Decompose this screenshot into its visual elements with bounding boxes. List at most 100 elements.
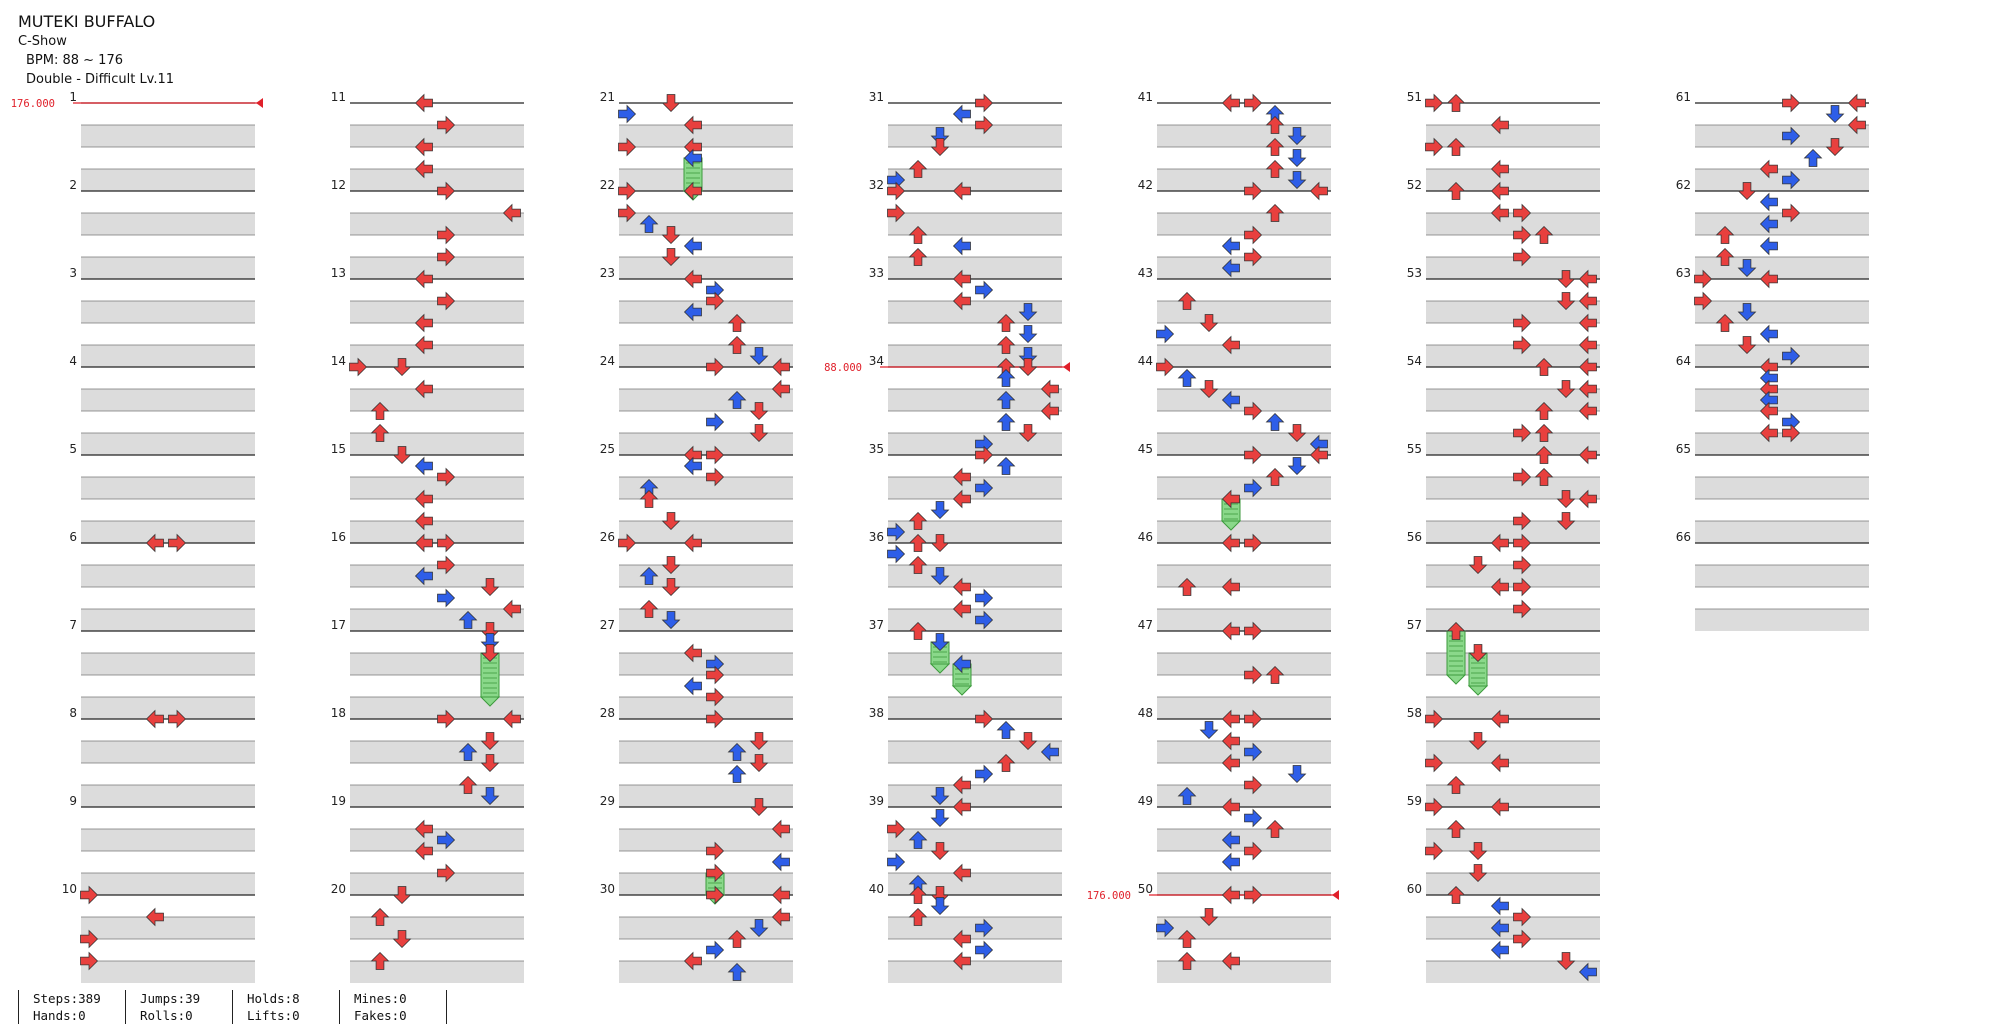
arrow-icon <box>480 754 500 773</box>
beat-band <box>1426 961 1600 983</box>
arrow-icon <box>1715 313 1735 332</box>
measure-number: 54 <box>1407 354 1422 368</box>
measure-number: 43 <box>1138 266 1153 280</box>
arrow-icon <box>437 555 456 575</box>
arrow-icon <box>1018 732 1038 751</box>
beat-band <box>350 609 524 631</box>
arrow-icon <box>1534 401 1554 420</box>
measure-number: 13 <box>331 266 346 280</box>
arrow-icon <box>458 742 478 761</box>
arrow-icon <box>749 919 769 938</box>
beat-band <box>1157 257 1331 279</box>
arrow-icon <box>996 313 1016 332</box>
arrow-icon <box>975 478 994 498</box>
beat-band <box>1426 169 1600 191</box>
arrow-icon <box>370 951 390 970</box>
measure-number: 40 <box>869 882 884 896</box>
measure-number: 7 <box>69 618 77 632</box>
beat-band <box>619 697 793 719</box>
arrow-icon <box>996 390 1016 409</box>
arrow-icon <box>1534 225 1554 244</box>
hold-tail <box>1445 674 1467 685</box>
arrow-icon <box>661 512 681 531</box>
arrow-icon <box>1446 621 1466 640</box>
measure-number: 35 <box>869 442 884 456</box>
arrow-icon <box>1244 478 1263 498</box>
beat-band <box>1157 389 1331 411</box>
arrow-icon <box>975 918 994 938</box>
arrow-icon <box>1534 467 1554 486</box>
arrow-icon <box>1468 556 1488 575</box>
arrow-icon <box>975 115 994 135</box>
bpm-change-label: 176.000 <box>1087 890 1131 902</box>
arrow-icon <box>1782 170 1801 190</box>
arrow-icon <box>392 358 412 377</box>
arrow-icon <box>1782 346 1801 366</box>
arrow-icon <box>145 533 164 553</box>
beat-band <box>619 785 793 807</box>
arrow-icon <box>1425 137 1444 157</box>
arrow-icon <box>1018 424 1038 443</box>
beat-band <box>81 213 255 235</box>
arrow-icon <box>1244 181 1263 201</box>
bpm-change-marker <box>1332 890 1339 900</box>
arrow-icon <box>618 533 637 553</box>
beat-band <box>1157 609 1331 631</box>
beat-band <box>1426 917 1600 939</box>
note-arrows <box>80 93 1866 982</box>
arrow-icon <box>706 841 725 861</box>
beat-band <box>81 873 255 895</box>
arrow-icon <box>1221 731 1240 751</box>
arrow-icon <box>1287 765 1307 784</box>
arrow-icon <box>706 445 725 465</box>
hold-tail <box>951 685 973 696</box>
arrow-icon <box>706 291 725 311</box>
beat-band <box>888 169 1062 191</box>
measure-number: 19 <box>331 794 346 808</box>
beat-band <box>619 213 793 235</box>
arrow-icon <box>414 379 433 399</box>
beat-band <box>619 389 793 411</box>
beat-band <box>81 433 255 455</box>
arrow-icon <box>952 951 971 971</box>
arrow-icon <box>749 347 769 366</box>
arrow-icon <box>1221 533 1240 553</box>
beat-band <box>1157 433 1331 455</box>
arrow-icon <box>952 797 971 817</box>
measure-number: 34 <box>869 354 884 368</box>
beat-band <box>888 917 1062 939</box>
beat-band <box>1426 213 1600 235</box>
arrow-icon <box>480 644 500 663</box>
beat-band <box>350 697 524 719</box>
beat-band <box>1157 565 1331 587</box>
beat-band <box>81 697 255 719</box>
beat-band <box>619 653 793 675</box>
arrow-icon <box>749 732 769 751</box>
bpm-range: BPM: 88 ~ 176 <box>26 53 123 68</box>
arrow-icon <box>683 533 702 553</box>
jumps-count: Jumps:39 <box>140 991 201 1006</box>
arrow-icon <box>1803 148 1823 167</box>
stat-group-mines: Mines:0 Fakes:0 <box>339 990 446 1024</box>
arrow-icon <box>1199 380 1219 399</box>
measure-number: 1 <box>69 90 77 104</box>
arrow-icon <box>930 633 950 652</box>
measure-number: 31 <box>869 90 884 104</box>
arrow-icon <box>975 940 994 960</box>
arrow-icon <box>683 115 702 135</box>
beat-band <box>1695 433 1869 455</box>
arrow-icon <box>1177 291 1197 310</box>
arrow-icon <box>1759 401 1778 421</box>
arrow-icon <box>706 885 725 905</box>
arrow-icon <box>1490 797 1509 817</box>
arrow-icon <box>683 643 702 663</box>
arrow-icon <box>1490 181 1509 201</box>
arrow-icon <box>168 533 187 553</box>
beat-band <box>619 477 793 499</box>
arrow-icon <box>930 897 950 916</box>
arrow-icon <box>1513 335 1532 355</box>
arrow-icon <box>1556 490 1576 509</box>
arrow-icon <box>1177 577 1197 596</box>
arrow-icon <box>952 236 971 256</box>
beat-band <box>81 521 255 543</box>
